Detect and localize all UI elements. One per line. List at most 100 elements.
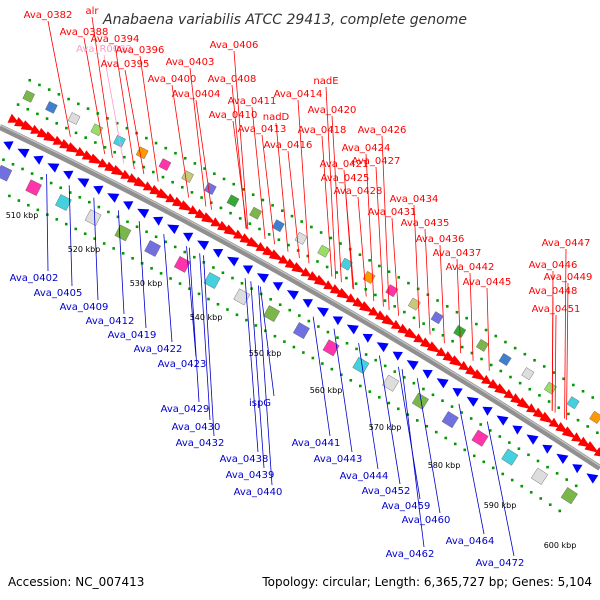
forward-gene-arrow — [323, 280, 335, 290]
gene-label-ava-0413: Ava_0413 — [238, 124, 287, 135]
track-dot — [59, 186, 62, 190]
reverse-gene-arrow — [452, 388, 463, 397]
label-leader — [379, 355, 401, 485]
forward-gene-arrow — [593, 447, 600, 457]
track-dot — [567, 412, 570, 416]
track-dot — [280, 209, 284, 213]
forward-gene-arrow — [503, 389, 515, 399]
track-dot — [422, 322, 425, 325]
track-dot — [88, 200, 91, 204]
track-dot — [278, 303, 282, 307]
label-leader — [375, 166, 384, 307]
track-dot — [232, 182, 236, 186]
track-dot — [393, 305, 396, 308]
forward-gene-arrow — [246, 236, 261, 248]
track-dot — [302, 351, 305, 354]
gene-label-ava-0402: Ava_0402 — [10, 273, 59, 284]
track-dot — [330, 367, 334, 371]
feature-box — [501, 448, 519, 466]
label-leader — [124, 69, 145, 174]
reverse-gene-arrow — [572, 464, 583, 474]
label-leader — [259, 286, 275, 397]
label-leader — [333, 328, 353, 453]
gene-labels: Ava_0382 alrAva_0388Ava_R0002Ava_0394Ava_… — [10, 6, 593, 569]
gene-label-ava-0409: Ava_0409 — [60, 302, 109, 313]
gene-label-ava-0416: Ava_0416 — [264, 140, 313, 151]
gene-label-ava-0442: Ava_0442 — [446, 262, 495, 273]
track-dot — [355, 347, 358, 351]
track-dot — [8, 194, 11, 198]
gene-label-ava-0400: Ava_0400 — [148, 74, 197, 85]
forward-gene-arrow — [426, 341, 442, 353]
label-leader — [554, 314, 557, 413]
feature-box — [173, 256, 191, 273]
track-dot — [455, 310, 459, 314]
track-dot — [123, 155, 126, 159]
track-dot — [57, 93, 61, 96]
feature-box — [45, 101, 58, 114]
track-dot — [542, 365, 546, 368]
label-leader — [424, 228, 431, 335]
reverse-gene-arrow — [93, 185, 104, 195]
label-leader — [564, 248, 567, 419]
track-dot — [171, 180, 174, 184]
track-dot — [465, 316, 468, 320]
track-dot — [271, 204, 274, 207]
track-dot — [368, 259, 371, 262]
label-leader — [566, 282, 569, 420]
track-dot — [193, 162, 197, 165]
reverse-gene-arrow — [542, 444, 553, 454]
track-dot — [557, 406, 561, 410]
track-dot — [407, 281, 410, 285]
track-dot — [103, 146, 107, 149]
track-dot — [527, 453, 530, 457]
track-dot — [510, 478, 514, 482]
feature-box — [271, 219, 285, 233]
label-leader — [233, 50, 249, 230]
track-dot — [393, 370, 397, 373]
track-dot — [335, 271, 339, 274]
track-dot — [267, 233, 271, 236]
track-dot — [374, 293, 377, 297]
reverse-gene-arrow — [137, 208, 150, 219]
forward-gene-arrow — [156, 188, 171, 200]
reverse-gene-arrow — [316, 307, 329, 317]
track-dot — [538, 394, 541, 397]
feature-box — [521, 367, 535, 381]
gene-label-ava-0438: Ava_0438 — [220, 454, 269, 465]
track-dot — [169, 277, 172, 280]
forward-gene-arrow — [555, 422, 569, 433]
scale-label: 520 kbp — [68, 245, 101, 254]
label-leader — [456, 258, 462, 354]
label-leader — [93, 197, 99, 301]
forward-gene-arrow — [368, 306, 380, 316]
gene-label-ava-0443: Ava_0443 — [314, 454, 363, 465]
feature-box — [498, 353, 512, 366]
forward-gene-arrow — [458, 360, 470, 371]
reverse-gene-arrow — [482, 406, 493, 416]
track-dot — [475, 322, 478, 326]
scale-label: 590 kbp — [484, 501, 517, 510]
label-leader — [401, 369, 425, 548]
track-dot — [36, 112, 39, 116]
track-dot — [484, 328, 488, 332]
track-dot — [336, 336, 339, 339]
track-dot — [296, 249, 300, 252]
forward-gene-arrow — [548, 417, 560, 428]
track-dot — [517, 447, 521, 450]
forward-gene-arrow — [7, 113, 19, 123]
track-dot — [422, 387, 425, 391]
gene-label-ava-0412: Ava_0412 — [86, 316, 135, 327]
gene-label-ava-0462: Ava_0462 — [386, 549, 435, 560]
label-leader — [47, 20, 71, 137]
track-dot — [387, 270, 391, 273]
feature-box — [249, 206, 262, 220]
forward-gene-arrow — [210, 217, 222, 227]
feature-box — [317, 244, 331, 258]
label-leader — [195, 99, 212, 210]
feature-box — [560, 487, 578, 505]
track-dot — [374, 358, 377, 362]
label-leader — [251, 106, 266, 239]
track-dot — [412, 316, 416, 320]
track-dot — [470, 351, 474, 355]
